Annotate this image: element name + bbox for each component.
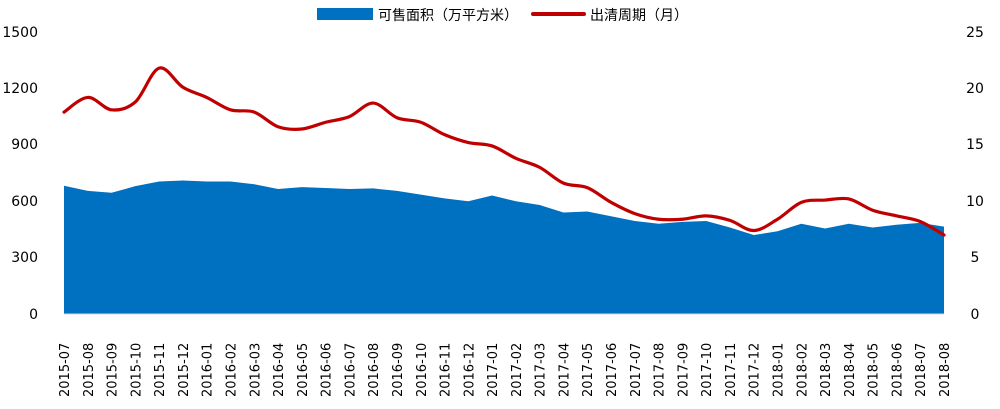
legend-label-available-area: 可售面积（万平方米） bbox=[378, 8, 518, 24]
x-axis-tick-label: 2017-08 bbox=[653, 343, 668, 397]
left-axis-tick-label: 300 bbox=[11, 250, 38, 266]
x-axis-tick-label: 2016-10 bbox=[415, 343, 430, 397]
right-axis-tick-label: 15 bbox=[966, 137, 984, 153]
x-axis-tick-label: 2018-03 bbox=[819, 343, 834, 397]
x-axis-tick-label: 2018-06 bbox=[890, 343, 905, 397]
x-axis-tick-label: 2016-07 bbox=[343, 343, 358, 397]
x-axis-tick-label: 2016-06 bbox=[320, 343, 335, 397]
right-axis-labels: 25 20 15 10 5 0 bbox=[966, 25, 984, 323]
x-axis-labels: 2015-07 2015-08 2015-09 2015-10 2015-11 2015-… bbox=[58, 343, 953, 397]
x-axis-tick-label: 2018-05 bbox=[867, 343, 882, 397]
x-axis-tick-label: 2018-07 bbox=[914, 343, 929, 397]
x-axis-tick-label: 2017-06 bbox=[605, 343, 620, 397]
x-axis-tick-label: 2016-12 bbox=[462, 343, 477, 397]
x-axis-tick-label: 2016-04 bbox=[272, 343, 287, 397]
x-axis-tick-label: 2017-05 bbox=[581, 343, 596, 397]
available-area-series bbox=[64, 180, 944, 314]
x-axis-tick-label: 2016-05 bbox=[296, 343, 311, 397]
x-axis-tick-label: 2016-02 bbox=[224, 343, 239, 397]
left-axis-tick-label: 900 bbox=[11, 137, 38, 153]
legend-swatch-available-area bbox=[317, 8, 373, 20]
right-axis-tick-label: 25 bbox=[966, 25, 984, 41]
left-axis-tick-label: 0 bbox=[29, 307, 38, 323]
left-axis-tick-label: 1200 bbox=[2, 81, 38, 97]
x-axis-tick-label: 2017-09 bbox=[676, 343, 691, 397]
x-axis-tick-label: 2016-01 bbox=[201, 343, 216, 397]
left-axis-tick-label: 600 bbox=[11, 194, 38, 210]
left-axis-labels: 1500 1200 900 600 300 0 bbox=[2, 25, 38, 323]
plot-layer bbox=[62, 66, 946, 315]
x-axis-tick-label: 2015-08 bbox=[82, 343, 97, 397]
clearance-period-series bbox=[62, 66, 946, 237]
right-axis-tick-label: 20 bbox=[966, 81, 984, 97]
x-axis-tick-label: 2015-12 bbox=[177, 343, 192, 397]
x-axis-tick-label: 2015-10 bbox=[129, 343, 144, 397]
x-axis-tick-label: 2017-02 bbox=[510, 343, 525, 397]
left-axis-tick-label: 1500 bbox=[2, 25, 38, 41]
x-axis-tick-label: 2018-08 bbox=[938, 343, 953, 397]
right-axis-tick-label: 10 bbox=[966, 194, 984, 210]
x-axis-tick-label: 2017-10 bbox=[700, 343, 715, 397]
legend-label-clearance-period: 出清周期（月） bbox=[590, 8, 688, 24]
x-axis-tick-label: 2017-07 bbox=[629, 343, 644, 397]
x-axis-tick-label: 2017-11 bbox=[724, 343, 739, 397]
x-axis-tick-label: 2018-04 bbox=[843, 343, 858, 397]
x-axis-tick-label: 2017-04 bbox=[557, 343, 572, 397]
legend: 可售面积（万平方米） 出清周期（月） bbox=[317, 8, 688, 24]
x-axis-tick-label: 2018-02 bbox=[795, 343, 810, 397]
x-axis-tick-label: 2016-08 bbox=[367, 343, 382, 397]
right-axis-tick-label: 0 bbox=[971, 307, 980, 323]
x-axis-tick-label: 2015-11 bbox=[153, 343, 168, 397]
x-axis-tick-label: 2016-03 bbox=[248, 343, 263, 397]
x-axis-tick-label: 2015-09 bbox=[106, 343, 121, 397]
x-axis-tick-label: 2015-07 bbox=[58, 343, 73, 397]
x-axis-tick-label: 2018-01 bbox=[772, 343, 787, 397]
x-axis-tick-label: 2017-12 bbox=[748, 343, 763, 397]
x-axis-tick-label: 2016-09 bbox=[391, 343, 406, 397]
right-axis-tick-label: 5 bbox=[971, 250, 980, 266]
x-axis-tick-label: 2017-03 bbox=[534, 343, 549, 397]
x-axis-tick-label: 2017-01 bbox=[486, 343, 501, 397]
x-axis-tick-label: 2016-11 bbox=[439, 343, 454, 397]
